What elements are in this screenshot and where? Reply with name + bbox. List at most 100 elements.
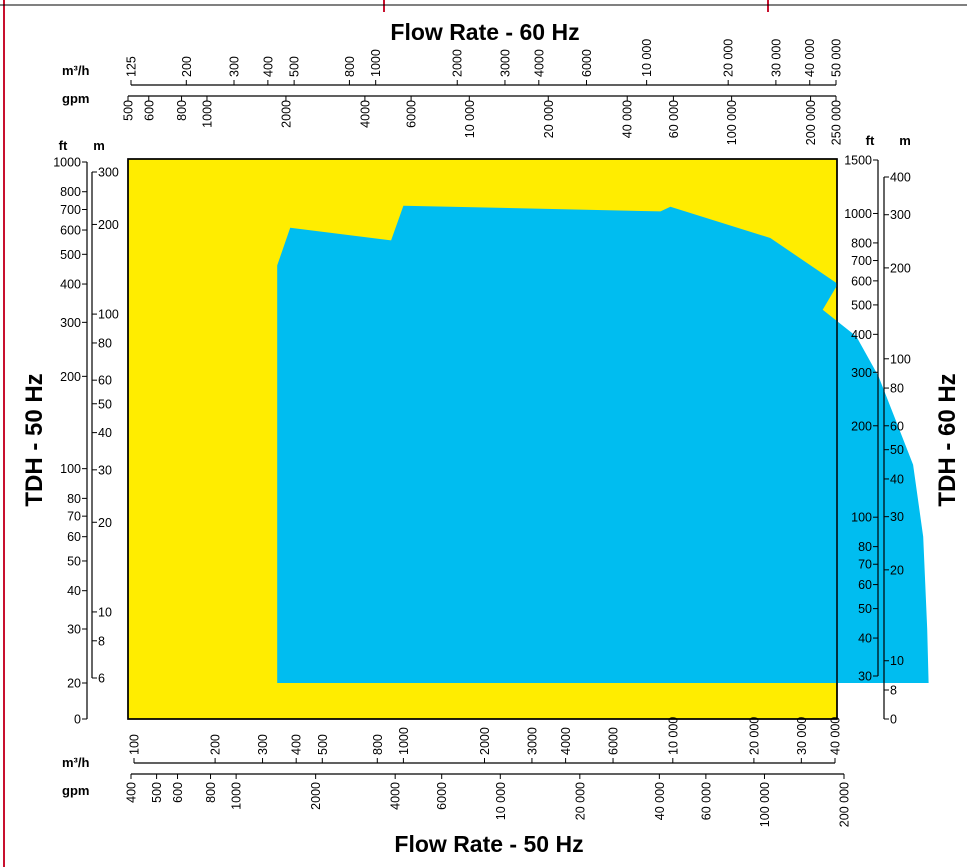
top-gpm-tick-label: 600 bbox=[142, 100, 156, 121]
right-ft-tick-label: 1500 bbox=[844, 154, 872, 168]
right-axis-title: TDH - 60 Hz bbox=[934, 373, 961, 506]
right-m-tick-label: 50 bbox=[890, 443, 904, 457]
bottom-m3h-tick-label: 800 bbox=[371, 734, 385, 755]
top-m3h-tick-label: 2000 bbox=[451, 49, 465, 77]
top-gpm-unit-label: gpm bbox=[62, 91, 89, 106]
bottom-m3h-unit-label: m³/h bbox=[62, 755, 90, 770]
left-ft-tick-label: 600 bbox=[60, 224, 81, 238]
left-ft-tick-label: 500 bbox=[60, 248, 81, 262]
left-m-tick-label: 60 bbox=[98, 374, 112, 388]
right-m-unit-label: m bbox=[899, 133, 911, 148]
bottom-m3h-tick-label: 6000 bbox=[607, 727, 621, 755]
right-m-tick-label: 80 bbox=[890, 382, 904, 396]
left-ft-tick-label: 70 bbox=[67, 510, 81, 524]
top-m3h-tick-label: 1000 bbox=[369, 49, 383, 77]
left-m-tick-label: 200 bbox=[98, 218, 119, 232]
left-ft-axis: 1000800700600500400300200100807060504030… bbox=[53, 156, 88, 727]
right-ft-tick-label: 30 bbox=[858, 670, 872, 684]
bottom-gpm-axis: 400 500 600 800 1000 2000 4000 6000 10 000 20 000… bbox=[125, 773, 852, 827]
right-ft-tick-label: 200 bbox=[851, 419, 872, 433]
left-ft-tick-label: 0 bbox=[74, 713, 81, 727]
left-ft-tick-label: 80 bbox=[67, 492, 81, 506]
top-m3h-tick-label: 20 000 bbox=[722, 39, 736, 77]
top-m3h-tick-label: 400 bbox=[261, 56, 275, 77]
bottom-gpm-tick-label: 10 000 bbox=[494, 782, 508, 820]
right-ft-unit-label: ft bbox=[866, 133, 875, 148]
right-ft-tick-label: 60 bbox=[858, 578, 872, 592]
top-gpm-tick-label: 250 000 bbox=[830, 100, 844, 145]
left-ft-tick-label: 60 bbox=[67, 530, 81, 544]
plot-border bbox=[127, 158, 838, 720]
right-m-tick-label: 10 bbox=[890, 654, 904, 668]
bottom-gpm-tick-label: 400 bbox=[125, 782, 139, 803]
left-m-tick-label: 100 bbox=[98, 308, 119, 322]
right-m-tick-label: 60 bbox=[890, 419, 904, 433]
right-ft-tick-label: 100 bbox=[851, 511, 872, 525]
bottom-m3h-tick-label: 2000 bbox=[478, 727, 492, 755]
bottom-m3h-tick-label: 4000 bbox=[559, 727, 573, 755]
top-m3h-tick-label: 200 bbox=[180, 56, 194, 77]
bottom-m3h-tick-label: 400 bbox=[290, 734, 304, 755]
top-m3h-tick-label: 4000 bbox=[532, 49, 546, 77]
bottom-gpm-tick-label: 4000 bbox=[389, 782, 403, 810]
left-ft-tick-label: 1000 bbox=[53, 156, 81, 170]
left-m-tick-label: 40 bbox=[98, 426, 112, 440]
top-m3h-tick-label: 125 bbox=[125, 56, 139, 77]
bottom-gpm-tick-label: 100 000 bbox=[758, 782, 772, 827]
right-ft-axis: 1500 1000 800 700 600 500 400 300 200 100 80 70 60 50… bbox=[844, 154, 879, 684]
bottom-m3h-tick-label: 3000 bbox=[525, 727, 539, 755]
bottom-m3h-tick-label: 200 bbox=[209, 734, 223, 755]
bottom-m3h-tick-label: 1000 bbox=[397, 727, 411, 755]
bottom-m3h-tick-label: 20 000 bbox=[747, 717, 761, 755]
right-ft-tick-label: 800 bbox=[851, 236, 872, 250]
left-ft-tick-label: 20 bbox=[67, 677, 81, 691]
bottom-gpm-tick-label: 6000 bbox=[435, 782, 449, 810]
bottom-gpm-tick-label: 500 bbox=[150, 782, 164, 803]
left-m-axis: 300 200 100 80 60 50 40 30 20 10 8 6 bbox=[91, 166, 119, 686]
bottom-m3h-tick-label: 100 bbox=[128, 734, 142, 755]
right-m-tick-label: 200 bbox=[890, 261, 911, 275]
bottom-gpm-tick-label: 800 bbox=[204, 782, 218, 803]
top-gpm-axis: 500 600 800 1000 2000 4000 6000 10 000 20 000 40 … bbox=[122, 95, 844, 145]
bottom-m3h-tick-label: 30 000 bbox=[795, 717, 809, 755]
bottom-gpm-tick-label: 40 000 bbox=[653, 782, 667, 820]
left-m-tick-label: 8 bbox=[98, 634, 105, 648]
bottom-gpm-tick-label: 1000 bbox=[230, 782, 244, 810]
right-m-tick-label: 30 bbox=[890, 510, 904, 524]
left-ft-tick-label: 30 bbox=[67, 623, 81, 637]
right-m-tick-label: 20 bbox=[890, 563, 904, 577]
left-ft-tick-label: 400 bbox=[60, 278, 81, 292]
right-m-tick-label: 300 bbox=[890, 208, 911, 222]
right-ft-tick-label: 40 bbox=[858, 632, 872, 646]
bottom-m3h-tick-label: 500 bbox=[316, 734, 330, 755]
bottom-gpm-tick-label: 200 000 bbox=[838, 782, 852, 827]
left-m-unit-label: m bbox=[93, 138, 105, 153]
bottom-m3h-tick-label: 40 000 bbox=[829, 717, 843, 755]
right-ft-tick-label: 70 bbox=[858, 558, 872, 572]
bottom-gpm-tick-label: 2000 bbox=[309, 782, 323, 810]
right-ft-tick-label: 400 bbox=[851, 328, 872, 342]
right-ft-tick-label: 700 bbox=[851, 254, 872, 268]
left-ft-unit-label: ft bbox=[59, 138, 68, 153]
left-m-tick-label: 6 bbox=[98, 672, 105, 686]
top-m3h-unit-label: m³/h bbox=[62, 63, 90, 78]
right-m-tick-label: 0 bbox=[890, 713, 897, 727]
top-m3h-tick-label: 800 bbox=[343, 56, 357, 77]
right-m-tick-label: 400 bbox=[890, 171, 911, 185]
right-ft-tick-label: 600 bbox=[851, 274, 872, 288]
top-m3h-tick-label: 30 000 bbox=[769, 39, 783, 77]
right-m-tick-label: 40 bbox=[890, 472, 904, 486]
left-axis-title: TDH - 50 Hz bbox=[21, 373, 48, 506]
top-m3h-tick-label: 300 bbox=[228, 56, 242, 77]
bottom-m3h-tick-label: 300 bbox=[256, 734, 270, 755]
top-axis-title: Flow Rate - 60 Hz bbox=[390, 19, 579, 45]
bottom-m3h-tick-label: 10 000 bbox=[666, 717, 680, 755]
bottom-m3h-axis: 100 200 300 400 500 800 1000 2000 3000 4000 6000 10… bbox=[128, 717, 843, 764]
top-gpm-tick-label: 10 000 bbox=[463, 100, 477, 138]
right-ft-tick-label: 500 bbox=[851, 298, 872, 312]
right-m-tick-label: 100 bbox=[890, 352, 911, 366]
top-gpm-tick-label: 500 bbox=[122, 100, 136, 121]
performance-envelope-area bbox=[277, 205, 929, 683]
left-ft-tick-label: 50 bbox=[67, 554, 81, 568]
